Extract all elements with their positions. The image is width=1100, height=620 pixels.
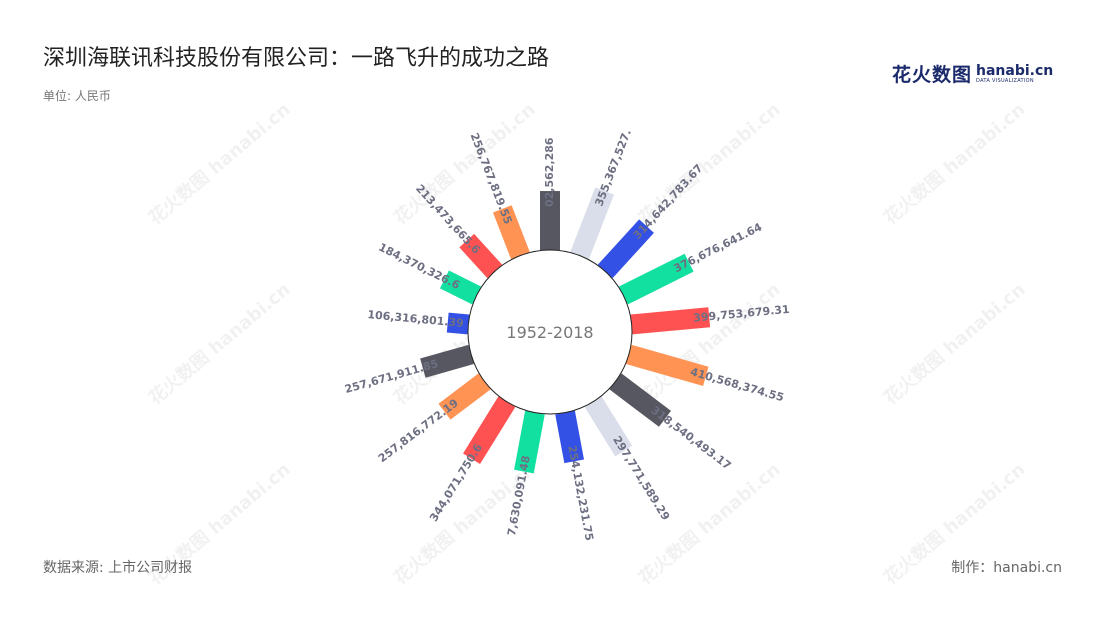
bar-15 — [459, 233, 503, 279]
logo-text-en-group: hanabi.cn DATA VISUALIZATION — [976, 64, 1053, 84]
bar-2 — [597, 219, 654, 279]
bar-label-8: 254,132,231.75 — [565, 444, 596, 541]
bar-12 — [420, 344, 474, 378]
bar-3 — [618, 253, 694, 305]
center-label: 1952-2018 — [506, 323, 593, 342]
bar-1 — [570, 187, 614, 260]
bar-8 — [555, 410, 584, 464]
chart-title: 深圳海联讯科技股份有限公司：一路飞升的成功之路 — [43, 46, 550, 71]
logo-text-en: hanabi.cn — [976, 62, 1054, 79]
bar-label-15: 213,473,665.6 — [413, 182, 483, 257]
bar-label-7: 297,771,589.29 — [610, 434, 672, 523]
bar-label-0: 02,562,286 — [543, 137, 556, 207]
bar-7 — [584, 396, 633, 457]
bar-0 — [540, 191, 560, 250]
unit-label: 单位: 人民币 — [43, 89, 111, 103]
logo-text-sub: DATA VISUALIZATION — [976, 77, 1034, 84]
bar-label-9: 7,630,091.48 — [505, 455, 533, 537]
center-circle — [467, 249, 633, 415]
logo-text-cn: 花火数图 — [892, 64, 973, 86]
bar-label-13: 106,316,801.39 — [367, 308, 465, 330]
bar-4 — [630, 307, 711, 335]
bar-label-2: 314,642,783.67 — [631, 162, 706, 242]
bar-5 — [626, 344, 709, 386]
brand-logo: 花火数图 hanabi.cn DATA VISUALIZATION — [892, 60, 1053, 87]
bar-label-14: 184,370,326.6 — [376, 241, 462, 293]
bar-label-4: 399,753,679.31 — [693, 303, 791, 325]
bar-label-16: 256,767,819.55 — [468, 131, 515, 226]
bar-13 — [446, 312, 470, 335]
bar-10 — [463, 396, 516, 464]
bar-6 — [609, 373, 671, 427]
bar-16 — [492, 205, 530, 260]
bar-label-6: 318,540,493.17 — [649, 404, 734, 473]
data-source: 数据来源: 上市公司财报 — [43, 560, 193, 576]
bar-label-11: 257,816,772.19 — [376, 396, 461, 465]
bar-9 — [514, 410, 545, 474]
bar-11 — [438, 373, 491, 420]
bar-label-10: 344,071,750.6 — [427, 441, 485, 524]
maker-credit: 制作：hanabi.cn — [951, 560, 1062, 576]
bar-14 — [439, 270, 482, 305]
bar-label-3: 376,676,641.64 — [672, 220, 765, 275]
